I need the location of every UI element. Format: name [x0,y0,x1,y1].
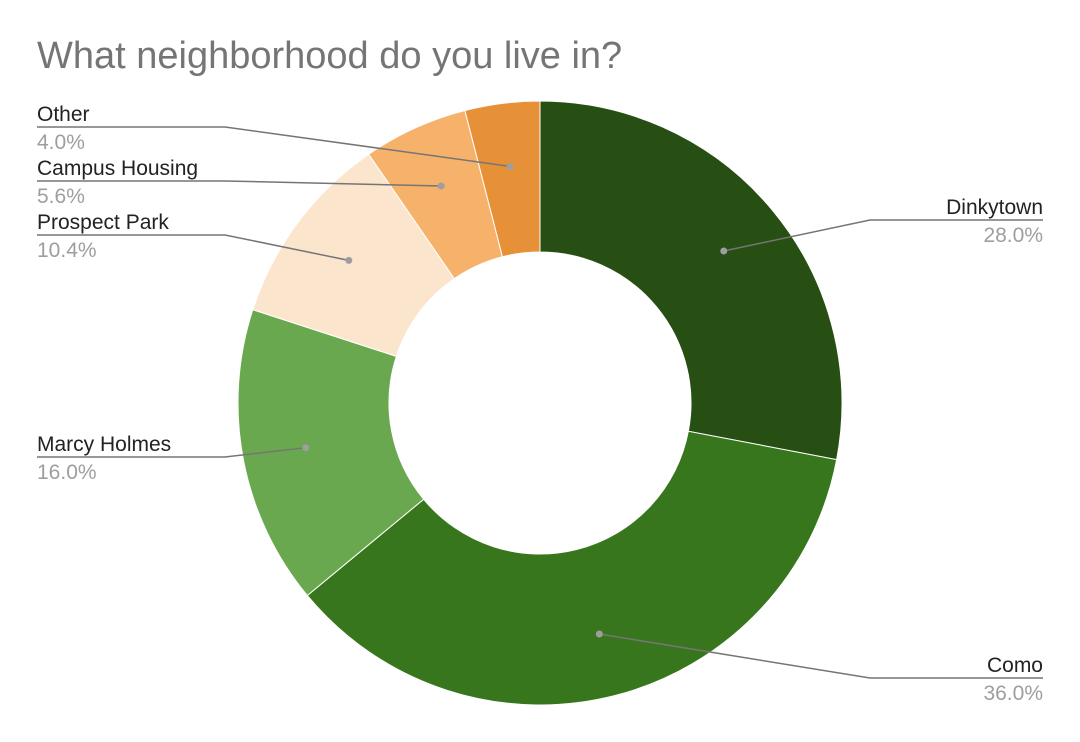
slices-group [237,100,843,706]
leader-dot-como [595,630,603,638]
slice-value-dinkytown: 28.0% [983,224,1043,247]
slice-value-como: 36.0% [983,682,1043,705]
slice-value-other: 4.0% [37,131,85,154]
slice-label-campus-housing: Campus Housing [37,157,198,180]
leader-dot-marcy-holmes [302,444,310,452]
slice-marcy-holmes[interactable] [237,309,425,597]
leader-lines-group [37,126,1043,679]
leader-dot-other [506,162,514,170]
leader-dot-campus-housing [437,182,445,190]
leader-dot-dinkytown [720,247,728,255]
slice-labels-group: Dinkytown 28.0% Como 36.0% Marcy Holmes 16.0%… [37,103,1043,705]
slice-label-como: Como [987,654,1043,677]
slice-value-marcy-holmes: 16.0% [37,461,97,484]
slice-label-prospect-park: Prospect Park [37,211,169,234]
slice-value-campus-housing: 5.6% [37,185,85,208]
leader-line-campus-housing [37,180,442,187]
slice-como[interactable] [306,430,838,706]
chart-title: What neighborhood do you live in? [37,35,622,77]
leader-line-dinkytown [723,219,1043,252]
slice-label-dinkytown: Dinkytown [946,196,1043,219]
slice-label-marcy-holmes: Marcy Holmes [37,433,171,456]
leader-line-como [599,633,1043,679]
leader-dot-prospect-park [345,256,353,264]
leader-line-marcy-holmes [37,446,306,458]
slice-dinkytown[interactable] [539,100,843,461]
slice-other[interactable] [464,100,541,258]
leader-line-other [37,126,511,168]
slice-value-prospect-park: 10.4% [37,239,97,262]
slice-label-other: Other [37,103,90,126]
leader-line-prospect-park [37,234,349,262]
